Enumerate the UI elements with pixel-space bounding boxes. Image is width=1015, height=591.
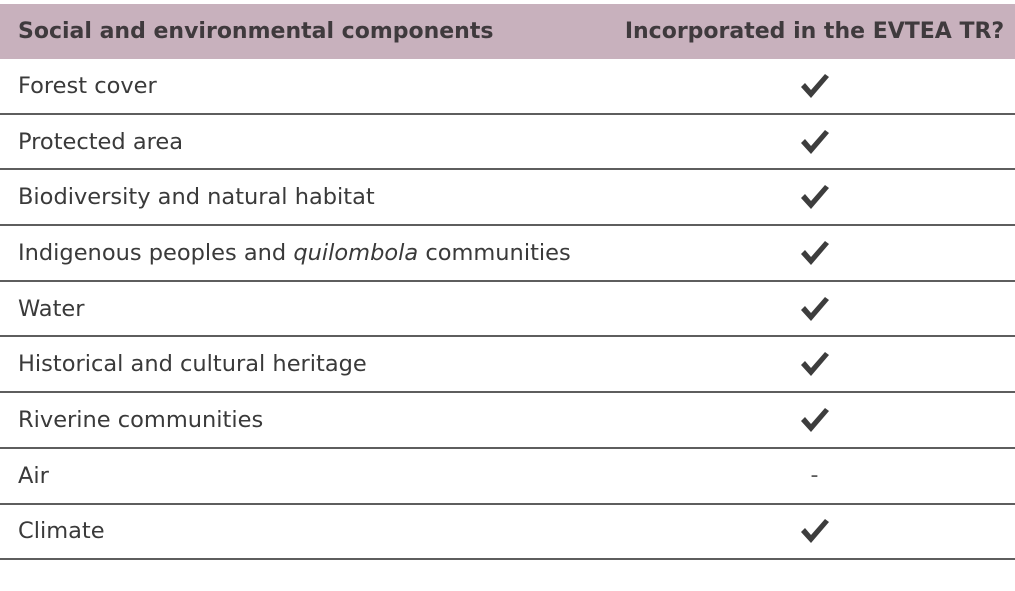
incorporated-cell [620,295,1015,323]
component-text-part: communities [418,239,571,266]
header-components: Social and environmental components [18,19,494,44]
component-italic-term: quilombola [293,239,419,266]
table-row: Climate [0,505,1015,561]
components-table: Social and environmental components Inco… [0,4,1015,561]
component-cell: Indigenous peoples and quilombola commun… [0,240,620,266]
component-cell: Historical and cultural heritage [18,351,367,378]
check-icon [799,239,831,267]
table-header: Social and environmental components Inco… [0,4,1015,59]
header-incorporated: Incorporated in the EVTEA TR? [624,19,1005,44]
incorporated-cell [620,239,1015,267]
check-icon [799,406,831,434]
component-cell: Riverine communities [18,406,264,433]
incorporated-cell [620,406,1015,434]
incorporated-cell [620,517,1015,545]
component-cell: Protected area [18,128,184,155]
component-cell: Biodiversity and natural habitat [18,184,375,211]
table-row: Air - [0,449,1015,505]
incorporated-cell: - [620,463,1015,488]
table-row: Riverine communities [0,393,1015,449]
table-row: Protected area [0,115,1015,171]
component-text-part: Indigenous peoples and [18,239,294,266]
dash-value: - [810,463,819,489]
table-row: Forest cover [0,59,1015,115]
component-cell: Water [18,295,85,322]
table-row: Water [0,282,1015,338]
incorporated-cell [620,183,1015,211]
incorporated-cell [620,350,1015,378]
check-icon [799,183,831,211]
incorporated-cell [620,128,1015,156]
table-row: Historical and cultural heritage [0,337,1015,394]
component-cell: Forest cover [18,72,157,99]
check-icon [799,517,831,545]
table-row: Biodiversity and natural habitat [0,170,1015,227]
table-row: Indigenous peoples and quilombola commun… [0,226,1015,282]
check-icon [799,128,831,156]
check-icon [799,295,831,323]
component-cell: Air [18,462,49,489]
check-icon [799,350,831,378]
incorporated-cell [620,72,1015,100]
component-cell: Climate [18,518,105,545]
check-icon [799,72,831,100]
